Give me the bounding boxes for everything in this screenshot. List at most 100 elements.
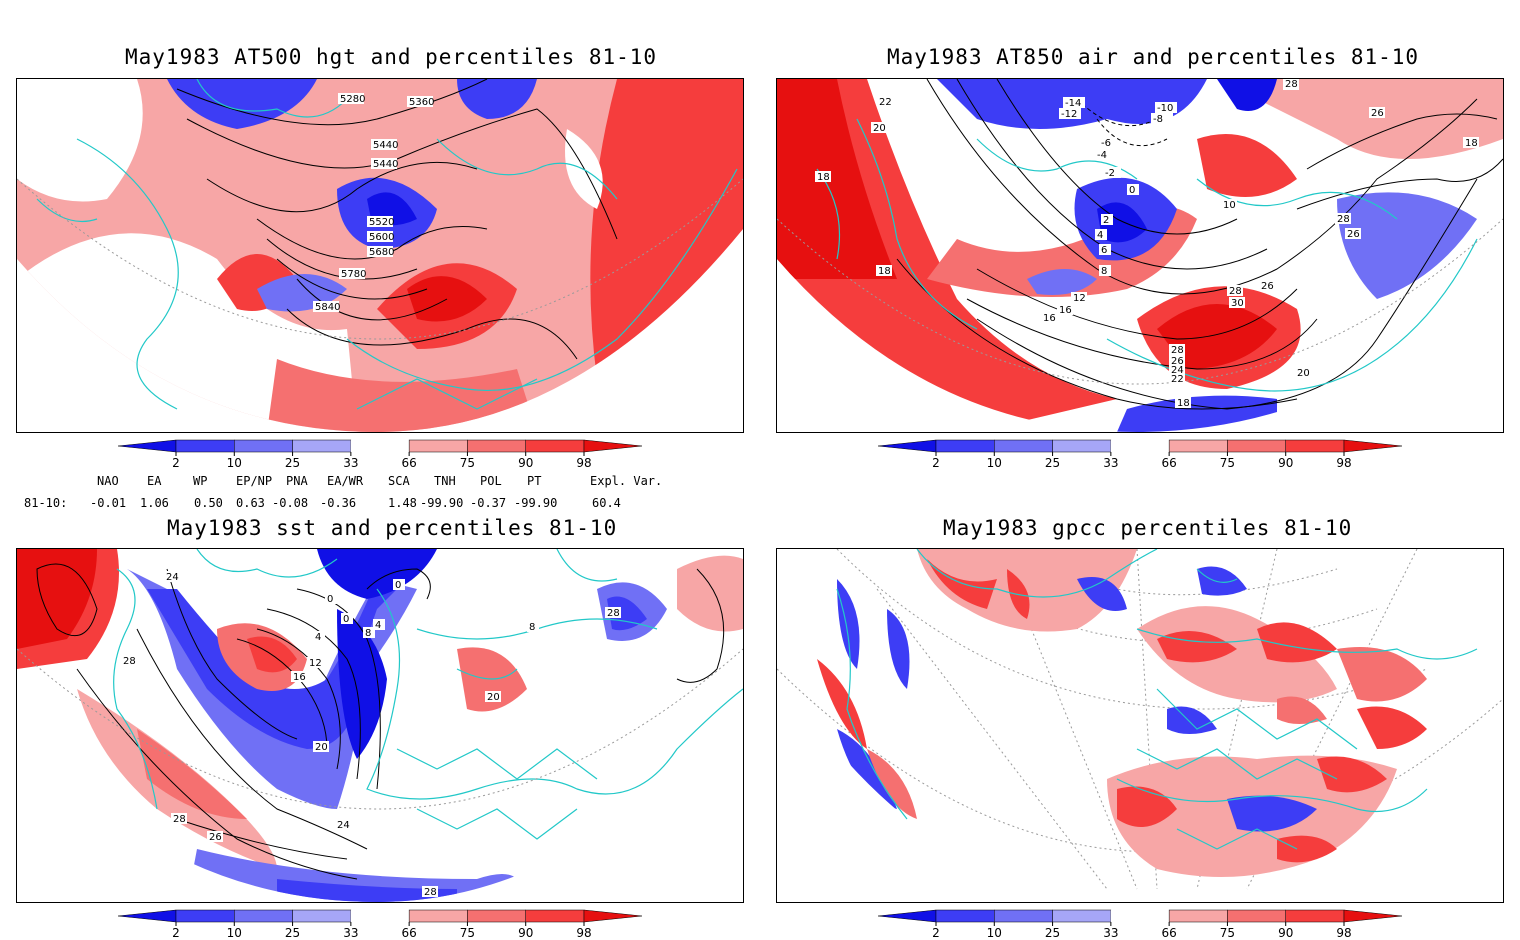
- colorbar-tick-label: 33: [343, 926, 358, 940]
- tc-value-pol: -0.37: [470, 496, 507, 510]
- map-panel-sst: 24 0 0 0 4 8 4 12 16 28 20 28 20 24 26 2…: [16, 548, 744, 903]
- colorbar-segment: [350, 440, 410, 452]
- colorbar-segment: [1227, 439, 1286, 453]
- colorbar-segment: [994, 439, 1053, 453]
- colorbar-segment: [1168, 439, 1228, 453]
- colorbar-segment: [467, 909, 526, 923]
- colorbar-tick-label: 75: [460, 456, 475, 470]
- colorbar-arrow-low: [117, 909, 177, 923]
- contour-label: 8: [529, 622, 535, 633]
- tc-value-explvar: 60.4: [592, 496, 621, 510]
- colorbar-tick-label: 66: [1162, 926, 1177, 940]
- tc-value-pt: -99.90: [514, 496, 558, 510]
- colorbar-segment: [1227, 909, 1286, 923]
- contour-label: 5280: [340, 94, 365, 105]
- colorbar-tick-label: 98: [576, 926, 591, 940]
- tc-value-pna: -0.08: [272, 496, 309, 510]
- map-panel-air850: 22 20 18 18 -14 -12 -10 -8 -6 -4 -2 0 2 …: [776, 78, 1504, 433]
- colorbar-segment: [1110, 440, 1170, 452]
- contour-label: 20: [315, 742, 328, 753]
- contour-label: 26: [1347, 229, 1360, 240]
- contour-label: -2: [1105, 168, 1115, 179]
- contour-label: 5840: [315, 302, 340, 313]
- tc-header-explvar: Expl. Var.: [590, 474, 663, 488]
- contour-label: 8: [1101, 266, 1107, 277]
- tc-header-epnp: EP/NP: [236, 474, 273, 488]
- contour-label: 0: [1129, 185, 1135, 196]
- contour-label: 28: [1229, 286, 1242, 297]
- colorbar-segment: [234, 909, 293, 923]
- panel-title-air850: May1983 AT850 air and percentiles 81-10: [887, 45, 1420, 69]
- colorbar-tick-label: 66: [402, 456, 417, 470]
- tc-header-eawr: EA/WR: [327, 474, 364, 488]
- colorbar-tick-label: 25: [1045, 926, 1060, 940]
- contour-label: 16: [1043, 313, 1056, 324]
- contour-label: 28: [123, 656, 136, 667]
- contour-label: 12: [309, 658, 322, 669]
- contour-label: 24: [1171, 365, 1184, 376]
- colorbar-tick-label: 10: [987, 926, 1002, 940]
- colorbar-segment: [935, 439, 995, 453]
- contour-label: 18: [1177, 398, 1190, 409]
- panel-title-gpcc: May1983 gpcc percentiles 81-10: [943, 516, 1353, 540]
- contour-label: 28: [1337, 214, 1350, 225]
- contour-label: 5600: [369, 232, 394, 243]
- contour-label: -14: [1065, 98, 1081, 109]
- contour-label: 28: [1285, 79, 1298, 90]
- contour-label: -6: [1101, 138, 1111, 149]
- tc-value-nao: -0.01: [90, 496, 127, 510]
- contour-label: 20: [873, 123, 886, 134]
- colorbar-arrow-high: [583, 439, 643, 453]
- colorbar-svg: 2 10 25 33 66 75 90 98: [877, 439, 1403, 470]
- colorbar-tick-label: 66: [402, 926, 417, 940]
- contour-label: 6: [1101, 245, 1107, 256]
- colorbar-svg: 2 10 25 33 66 75 90 98: [877, 909, 1403, 940]
- colorbar-tick-label: 25: [1045, 456, 1060, 470]
- colorbar-tick-label: 2: [172, 456, 180, 470]
- panel-title-sst: May1983 sst and percentiles 81-10: [167, 516, 618, 540]
- tc-header-pt: PT: [527, 474, 542, 488]
- contour-label: 22: [879, 97, 892, 108]
- colorbar-svg: 2 10 25 33 66 75 90 98: [117, 439, 643, 470]
- colorbar-segment: [1110, 910, 1170, 922]
- colorbar-tick-label: 75: [460, 926, 475, 940]
- contour-label: 26: [209, 832, 222, 843]
- colorbar-tick-label: 90: [518, 926, 533, 940]
- contour-label: 5780: [341, 269, 366, 280]
- tc-header-sca: SCA: [388, 474, 410, 488]
- contour-label: 30: [1231, 298, 1244, 309]
- colorbar-tick-label: 25: [285, 456, 300, 470]
- tc-header-tnh: TNH: [434, 474, 456, 488]
- contour-label: 18: [817, 172, 830, 183]
- tc-row-label: 81-10:: [24, 496, 68, 510]
- colorbar-segment: [175, 439, 235, 453]
- colorbar-tick-label: 66: [1162, 456, 1177, 470]
- colorbar-tick-label: 90: [518, 456, 533, 470]
- contour-label: 26: [1371, 108, 1384, 119]
- colorbar-tick-label: 25: [285, 926, 300, 940]
- panel-title-hgt500: May1983 AT500 hgt and percentiles 81-10: [125, 45, 658, 69]
- contour-label: 16: [293, 672, 306, 683]
- contour-label: 0: [395, 580, 401, 591]
- colorbar-tick-label: 33: [1103, 926, 1118, 940]
- colorbar-segment: [994, 909, 1053, 923]
- contour-label: 28: [173, 814, 186, 825]
- colorbar-segment: [1168, 909, 1228, 923]
- contour-label: 12: [1073, 293, 1086, 304]
- colorbar-bottom-left: 2 10 25 33 66 75 90 98: [117, 909, 643, 940]
- contour-label: 4: [375, 620, 381, 631]
- colorbar-tick-label: 75: [1220, 456, 1235, 470]
- contour-label: 5440: [373, 159, 398, 170]
- contour-label: 10: [1223, 200, 1236, 211]
- contour-label: 4: [315, 632, 321, 643]
- tc-value-epnp: 0.63: [236, 496, 265, 510]
- map-panel-hgt500: 5280 5360 5440 5440 5520 5600 5680 5780 …: [16, 78, 744, 433]
- tc-header-pol: POL: [480, 474, 502, 488]
- tc-value-wp: 0.50: [194, 496, 223, 510]
- contour-label: 26: [1171, 356, 1184, 367]
- contour-label: 26: [1261, 281, 1274, 292]
- colorbar-top-left: 2 10 25 33 66 75 90 98: [117, 439, 643, 470]
- contour-label: 5440: [373, 140, 398, 151]
- contour-label: 20: [1297, 368, 1310, 379]
- colorbar-segment: [1285, 439, 1345, 453]
